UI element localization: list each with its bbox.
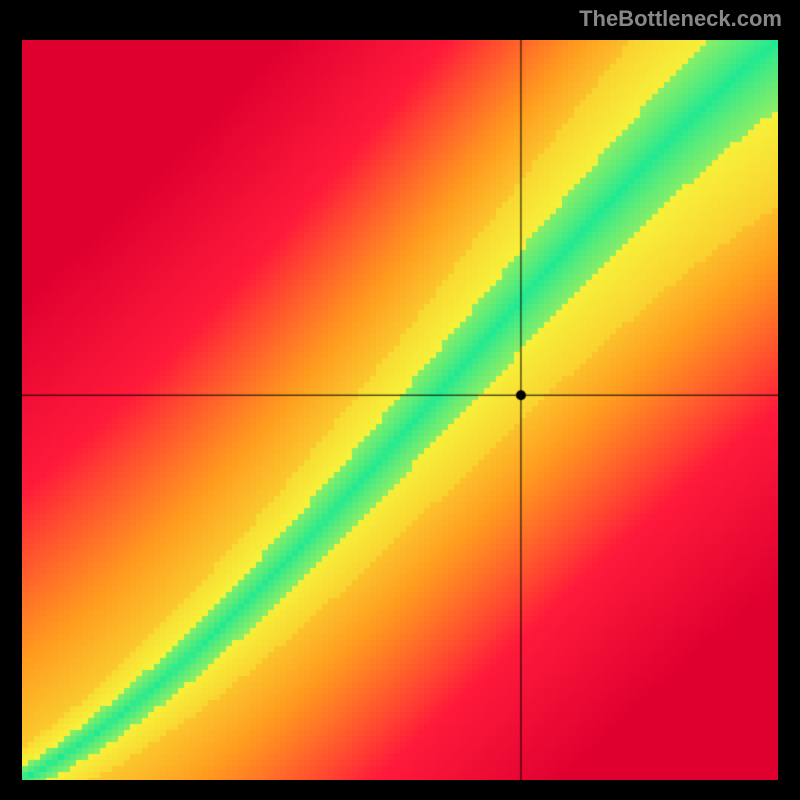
watermark-text: TheBottleneck.com <box>579 6 782 32</box>
heatmap-plot <box>22 40 778 780</box>
chart-frame: TheBottleneck.com <box>0 0 800 800</box>
heatmap-canvas <box>22 40 778 780</box>
